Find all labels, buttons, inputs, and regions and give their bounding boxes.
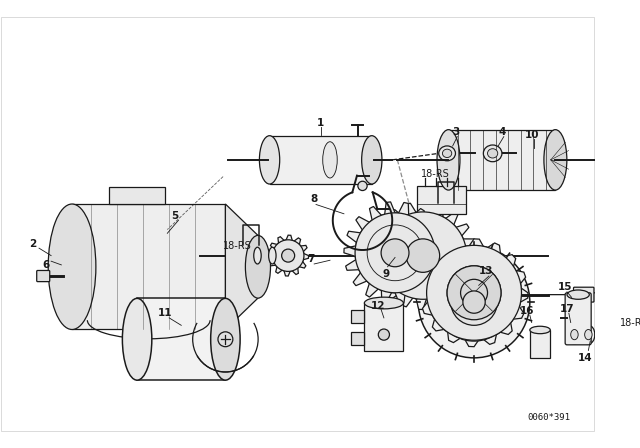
Ellipse shape [585, 329, 592, 340]
Text: 18-RS: 18-RS [620, 318, 640, 327]
Ellipse shape [323, 142, 337, 178]
Text: 1: 1 [317, 118, 324, 128]
Polygon shape [420, 239, 528, 347]
Text: 2: 2 [29, 238, 36, 249]
Text: 3: 3 [452, 127, 459, 137]
Ellipse shape [48, 204, 96, 329]
Ellipse shape [442, 149, 452, 158]
Text: 15: 15 [558, 282, 572, 292]
FancyBboxPatch shape [565, 293, 591, 345]
Text: 12: 12 [371, 301, 385, 311]
Ellipse shape [595, 325, 608, 344]
Bar [449, 129, 556, 190]
Circle shape [282, 249, 294, 262]
Text: 5: 5 [171, 211, 179, 220]
Ellipse shape [437, 129, 460, 190]
Circle shape [447, 266, 501, 320]
Ellipse shape [245, 235, 271, 298]
Text: 11: 11 [158, 308, 173, 318]
Ellipse shape [259, 136, 280, 184]
Text: 0060*391: 0060*391 [527, 413, 570, 422]
Ellipse shape [488, 149, 498, 158]
Bar [269, 136, 372, 184]
Polygon shape [369, 202, 477, 310]
Ellipse shape [211, 298, 240, 380]
Ellipse shape [530, 326, 550, 334]
Text: 9: 9 [382, 269, 389, 279]
Circle shape [427, 246, 522, 340]
Ellipse shape [567, 290, 589, 299]
Circle shape [355, 213, 435, 293]
Text: 14: 14 [579, 353, 593, 363]
Ellipse shape [571, 329, 578, 340]
Text: 18-RS: 18-RS [420, 169, 449, 179]
FancyBboxPatch shape [364, 303, 403, 351]
Circle shape [463, 291, 485, 313]
Ellipse shape [598, 329, 605, 340]
Bar [137, 298, 225, 380]
FancyBboxPatch shape [36, 271, 50, 282]
Circle shape [419, 246, 530, 358]
Circle shape [273, 240, 304, 271]
Text: 16: 16 [520, 306, 534, 316]
Text: 4: 4 [499, 127, 506, 137]
Bar [530, 330, 550, 358]
Ellipse shape [483, 145, 502, 162]
Text: 17: 17 [560, 304, 574, 314]
Circle shape [451, 279, 497, 325]
Ellipse shape [269, 247, 276, 264]
Ellipse shape [568, 325, 581, 344]
Ellipse shape [362, 136, 382, 184]
FancyBboxPatch shape [573, 287, 594, 302]
Ellipse shape [582, 325, 595, 344]
Text: 18-RS: 18-RS [223, 241, 252, 251]
Text: 10: 10 [524, 130, 539, 140]
Text: 13: 13 [479, 267, 493, 276]
Circle shape [447, 266, 501, 320]
Bar [351, 310, 364, 323]
Bar [351, 332, 364, 345]
Circle shape [381, 239, 409, 267]
Circle shape [358, 181, 367, 190]
Text: 7: 7 [308, 254, 315, 264]
Circle shape [380, 212, 467, 299]
Ellipse shape [439, 146, 456, 161]
Ellipse shape [253, 247, 261, 264]
Circle shape [461, 279, 488, 306]
Bar [72, 204, 225, 329]
Ellipse shape [544, 129, 567, 190]
Ellipse shape [122, 298, 152, 380]
Polygon shape [225, 204, 258, 329]
Circle shape [406, 239, 440, 272]
Ellipse shape [364, 297, 403, 309]
Circle shape [378, 329, 390, 340]
Polygon shape [344, 202, 446, 304]
Circle shape [435, 263, 513, 341]
Bar [109, 187, 165, 204]
Circle shape [218, 332, 233, 347]
Text: 6: 6 [43, 260, 50, 270]
Polygon shape [268, 235, 308, 276]
Bar [417, 186, 466, 214]
Text: 8: 8 [310, 194, 318, 204]
